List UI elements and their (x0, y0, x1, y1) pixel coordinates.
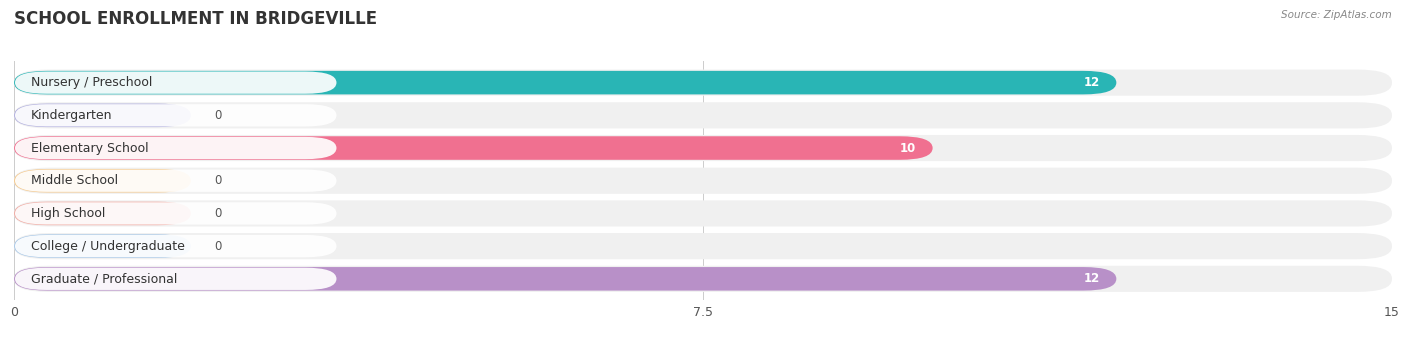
Text: 10: 10 (900, 142, 917, 154)
Text: SCHOOL ENROLLMENT IN BRIDGEVILLE: SCHOOL ENROLLMENT IN BRIDGEVILLE (14, 10, 377, 28)
Text: 12: 12 (1084, 272, 1099, 285)
FancyBboxPatch shape (14, 202, 191, 225)
FancyBboxPatch shape (14, 168, 1392, 194)
FancyBboxPatch shape (14, 234, 191, 258)
Text: 0: 0 (214, 174, 221, 187)
Text: 12: 12 (1084, 76, 1099, 89)
Text: Kindergarten: Kindergarten (31, 109, 112, 122)
FancyBboxPatch shape (15, 169, 336, 192)
FancyBboxPatch shape (14, 266, 1392, 292)
Text: 0: 0 (214, 207, 221, 220)
FancyBboxPatch shape (14, 102, 1392, 129)
FancyBboxPatch shape (14, 169, 191, 193)
FancyBboxPatch shape (14, 201, 1392, 226)
FancyBboxPatch shape (15, 202, 336, 224)
FancyBboxPatch shape (15, 235, 336, 257)
FancyBboxPatch shape (14, 267, 1116, 291)
Text: College / Undergraduate: College / Undergraduate (31, 240, 184, 253)
FancyBboxPatch shape (15, 72, 336, 94)
Text: Source: ZipAtlas.com: Source: ZipAtlas.com (1281, 10, 1392, 20)
Text: Elementary School: Elementary School (31, 142, 148, 154)
FancyBboxPatch shape (15, 137, 336, 159)
FancyBboxPatch shape (14, 70, 1392, 96)
Text: High School: High School (31, 207, 105, 220)
FancyBboxPatch shape (14, 135, 1392, 161)
Text: Middle School: Middle School (31, 174, 118, 187)
FancyBboxPatch shape (15, 104, 336, 127)
FancyBboxPatch shape (14, 104, 191, 127)
Text: 0: 0 (214, 109, 221, 122)
FancyBboxPatch shape (14, 233, 1392, 259)
Text: Graduate / Professional: Graduate / Professional (31, 272, 177, 285)
FancyBboxPatch shape (14, 71, 1116, 94)
FancyBboxPatch shape (15, 268, 336, 290)
FancyBboxPatch shape (14, 136, 932, 160)
Text: 0: 0 (214, 240, 221, 253)
Text: Nursery / Preschool: Nursery / Preschool (31, 76, 152, 89)
